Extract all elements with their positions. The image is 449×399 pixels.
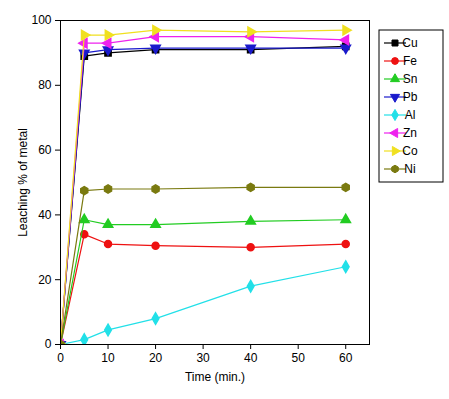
svg-text:80: 80	[38, 78, 52, 92]
svg-text:Pb: Pb	[403, 90, 418, 104]
svg-text:20: 20	[149, 351, 163, 365]
svg-text:Time (min.): Time (min.)	[185, 370, 245, 384]
svg-text:10: 10	[101, 351, 115, 365]
svg-text:Al: Al	[405, 108, 416, 122]
svg-text:40: 40	[38, 208, 52, 222]
svg-text:50: 50	[292, 351, 306, 365]
svg-text:Fe: Fe	[403, 54, 417, 68]
svg-text:60: 60	[339, 351, 353, 365]
svg-text:0: 0	[45, 337, 52, 351]
svg-text:40: 40	[244, 351, 258, 365]
svg-text:Leaching % of metal: Leaching % of metal	[16, 128, 30, 237]
svg-text:100: 100	[31, 13, 51, 27]
svg-text:Ni: Ni	[404, 162, 415, 176]
svg-text:0: 0	[57, 351, 64, 365]
svg-text:30: 30	[196, 351, 210, 365]
svg-text:Zn: Zn	[403, 126, 417, 140]
svg-text:20: 20	[38, 273, 52, 287]
svg-text:60: 60	[38, 143, 52, 157]
svg-text:Sn: Sn	[403, 72, 418, 86]
svg-text:Co: Co	[402, 144, 418, 158]
svg-text:Cu: Cu	[402, 36, 417, 50]
